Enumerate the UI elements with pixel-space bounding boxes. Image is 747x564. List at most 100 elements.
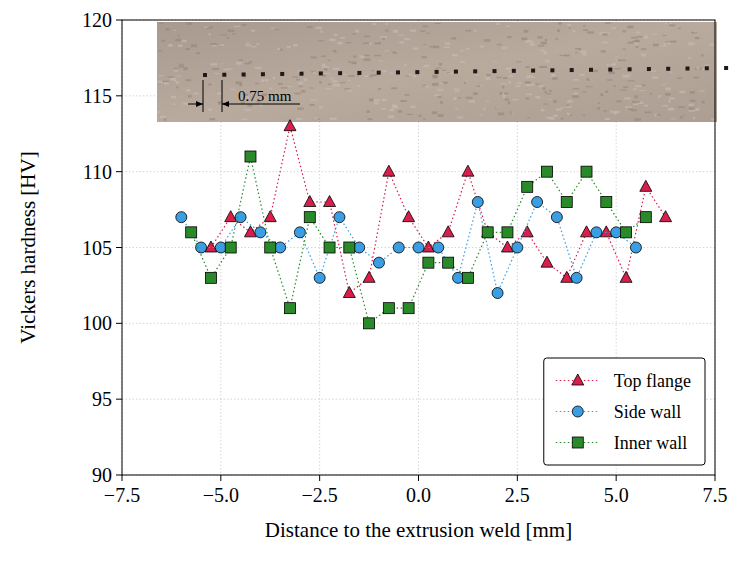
texture [678, 106, 685, 108]
tick-label: 110 [83, 161, 112, 183]
texture [368, 118, 373, 120]
texture [702, 68, 705, 70]
texture [330, 78, 334, 80]
texture [255, 83, 259, 84]
texture [496, 23, 499, 26]
texture [525, 40, 532, 43]
texture [176, 81, 179, 84]
texture [413, 75, 416, 78]
texture [567, 100, 572, 103]
texture [642, 84, 646, 86]
texture [623, 86, 628, 88]
texture [503, 93, 509, 95]
texture [650, 93, 652, 95]
texture [572, 95, 579, 98]
annotation: 0.75 mm [238, 88, 292, 104]
y-axis-title: Vickers hardness [HV] [16, 151, 40, 343]
texture [210, 26, 212, 28]
data-point [255, 227, 266, 238]
texture [525, 98, 529, 100]
texture [220, 34, 227, 35]
texture [323, 75, 326, 77]
texture [539, 66, 541, 67]
texture [609, 72, 615, 74]
texture [626, 108, 632, 110]
texture [209, 118, 215, 120]
texture [251, 30, 254, 32]
texture [641, 48, 646, 50]
texture [319, 106, 323, 108]
texture [186, 22, 192, 25]
texture [623, 49, 627, 50]
texture [671, 118, 676, 119]
texture [212, 68, 219, 70]
texture [249, 61, 252, 63]
texture [242, 24, 247, 26]
texture [486, 101, 489, 102]
texture [558, 22, 562, 25]
texture [572, 31, 575, 33]
texture [545, 117, 551, 118]
texture [328, 83, 330, 85]
texture [298, 82, 303, 85]
texture [245, 63, 251, 65]
texture [543, 104, 548, 105]
texture [457, 117, 463, 119]
texture [295, 93, 301, 95]
data-point [373, 257, 384, 268]
texture [633, 88, 636, 90]
texture [174, 70, 178, 72]
texture [669, 97, 675, 99]
data-point [522, 181, 533, 192]
texture [163, 118, 166, 120]
series-line [181, 202, 636, 293]
texture [265, 79, 269, 82]
texture [363, 42, 369, 44]
texture [559, 55, 565, 56]
texture [353, 55, 356, 57]
texture [208, 84, 212, 86]
texture [506, 25, 510, 26]
texture [439, 63, 442, 66]
texture [458, 97, 461, 98]
arrow-head [196, 101, 203, 107]
texture [612, 63, 616, 66]
texture [398, 35, 404, 36]
texture [175, 39, 181, 42]
texture [688, 57, 691, 59]
indent [222, 73, 226, 77]
texture [232, 33, 236, 34]
dimension-line [203, 80, 204, 112]
texture [665, 93, 670, 96]
texture [382, 99, 387, 101]
texture [473, 74, 479, 75]
tick [220, 475, 221, 481]
data-point [304, 196, 316, 207]
data-point [403, 303, 414, 314]
texture [623, 30, 627, 32]
texture [334, 50, 336, 53]
texture [537, 36, 542, 38]
texture [663, 43, 666, 46]
texture [652, 33, 656, 34]
texture [635, 40, 640, 42]
chart: 0.75 mm−7.5−5.0−2.50.02.55.07.5909510010… [0, 0, 747, 564]
texture [521, 38, 527, 41]
texture [683, 115, 685, 116]
texture [466, 48, 470, 50]
texture [293, 44, 298, 46]
data-point [541, 166, 552, 177]
texture [660, 83, 666, 85]
arrow-head [222, 101, 229, 107]
texture [211, 63, 218, 65]
texture [460, 50, 463, 51]
texture [610, 110, 612, 113]
texture [622, 75, 629, 78]
texture [663, 35, 667, 36]
texture [552, 77, 557, 80]
texture [660, 83, 666, 85]
texture [234, 26, 241, 27]
data-point [304, 212, 315, 223]
texture [297, 108, 303, 110]
texture [369, 43, 372, 45]
